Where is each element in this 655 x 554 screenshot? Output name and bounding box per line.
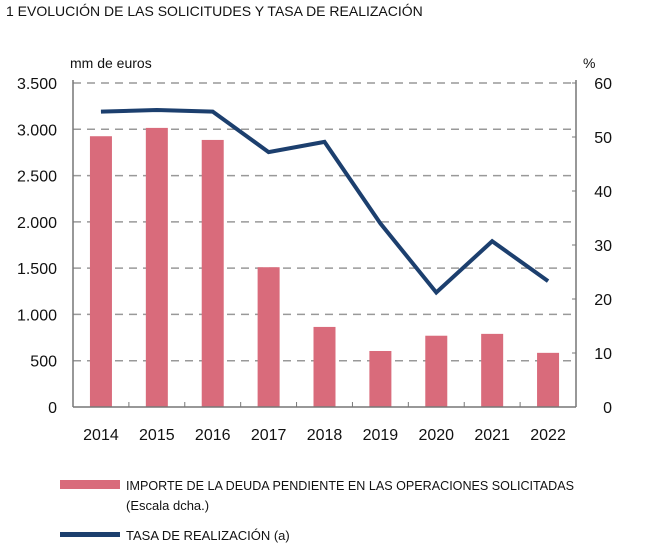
bar-2014 [89, 136, 112, 407]
left-tick-label: 1.000 [17, 307, 57, 324]
left-tick-label: 3.000 [17, 122, 57, 139]
legend-label-bars: IMPORTE DE LA DEUDA PENDIENTE EN LAS OPE… [126, 478, 574, 493]
x-tick-label: 2021 [474, 427, 510, 444]
x-tick-label: 2019 [363, 427, 399, 444]
bar-2021 [481, 333, 504, 407]
right-tick-label: 40 [594, 184, 612, 201]
bar-2015 [145, 127, 168, 407]
left-tick-label: 3.500 [17, 76, 57, 93]
x-tick-label: 2018 [307, 427, 343, 444]
x-tick-label: 2015 [139, 427, 175, 444]
x-tick-label: 2014 [83, 427, 119, 444]
bar-2016 [201, 139, 224, 407]
x-tick-label: 2016 [195, 427, 231, 444]
bar-2020 [425, 335, 448, 407]
legend-label-line: TASA DE REALIZACIÓN (a) [126, 528, 290, 543]
legend-swatch-bars [60, 480, 120, 489]
x-tick-label: 2020 [418, 427, 454, 444]
bar-2019 [369, 350, 392, 407]
chart-title: 1 EVOLUCIÓN DE LAS SOLICITUDES Y TASA DE… [6, 3, 423, 19]
left-unit-label: mm de euros [70, 55, 152, 71]
left-tick-label: 2.500 [17, 169, 57, 186]
right-tick-label: 60 [594, 76, 612, 93]
right-tick-label: 50 [594, 130, 612, 147]
bar-2017 [257, 267, 280, 407]
bar-2022 [537, 352, 560, 407]
line-series [100, 107, 550, 296]
right-tick-label: 30 [594, 238, 612, 255]
x-tick-label: 2017 [251, 427, 287, 444]
right-tick-label: 20 [594, 292, 612, 309]
right-tick-label: 10 [594, 346, 612, 363]
x-tick-label: 2022 [530, 427, 566, 444]
left-tick-label: 1.500 [17, 261, 57, 278]
legend-label-bars-line2: (Escala dcha.) [126, 498, 209, 513]
left-tick-label: 500 [30, 354, 57, 371]
bar-2018 [313, 326, 336, 407]
right-tick-label: 0 [603, 400, 612, 417]
left-tick-label: 0 [48, 400, 57, 417]
right-unit-label: % [583, 55, 595, 71]
left-tick-label: 2.000 [17, 215, 57, 232]
legend-swatch-line [60, 532, 120, 537]
